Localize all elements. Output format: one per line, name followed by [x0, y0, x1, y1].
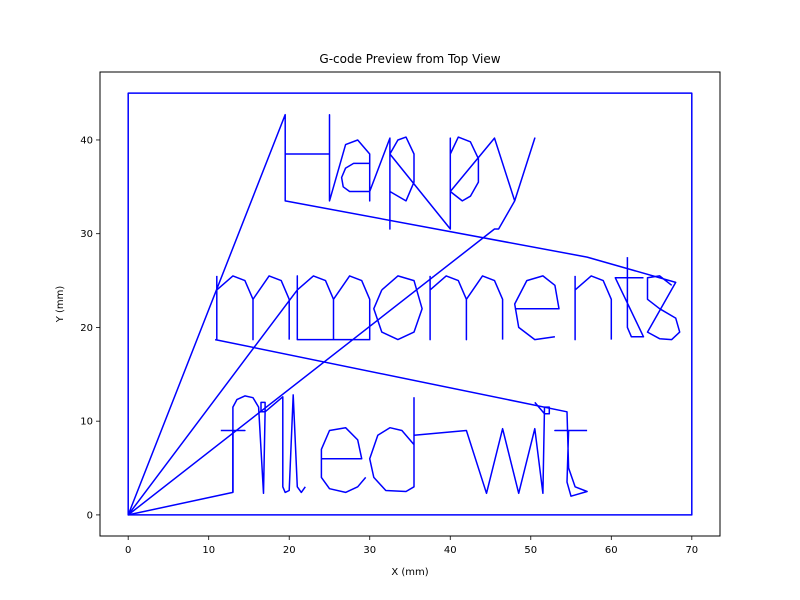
toolpath-segment-3: [429, 275, 504, 341]
toolpath-segment-12: [368, 396, 415, 493]
x-tick-label: 30: [363, 545, 376, 556]
x-axis-label: X (mm): [391, 567, 428, 578]
x-tick-label: 40: [444, 545, 457, 556]
x-axis: 0 10 20 30 40 50 60 70: [125, 536, 698, 556]
toolpath-segment-9: [232, 394, 306, 495]
toolpath-segment-2: [373, 275, 423, 341]
chart-title: G-code Preview from Top View: [319, 52, 500, 66]
x-tick-label: 50: [524, 545, 537, 556]
toolpath-segment-5: [574, 275, 613, 341]
toolpath-segment-1: [216, 275, 290, 341]
toolpath-segment-0: [127, 92, 693, 516]
y-tick-label: 30: [80, 229, 93, 240]
y-tick-label: 0: [87, 510, 93, 521]
x-tick-label: 70: [685, 545, 698, 556]
toolpath-segment-11: [320, 426, 367, 494]
toolpath-segment-7: [285, 200, 681, 341]
y-tick-label: 10: [80, 417, 93, 428]
plot-series: [127, 92, 693, 516]
y-axis-label: Y (mm): [55, 286, 66, 324]
toolpath-segment-6: [614, 257, 645, 338]
x-tick-label: 0: [125, 545, 131, 556]
x-tick-label: 10: [202, 545, 215, 556]
x-tick-label: 60: [605, 545, 618, 556]
y-tick-label: 40: [80, 135, 93, 146]
y-tick-label: 20: [80, 323, 93, 334]
toolpath-segment-4: [513, 275, 560, 341]
y-axis: 0 10 20 30 40: [80, 135, 100, 521]
toolpath-segment-8: [214, 338, 588, 497]
x-tick-label: 20: [283, 545, 296, 556]
plot-frame: [99, 71, 721, 537]
toolpath-segment-13: [413, 401, 551, 495]
toolpath-segment-10: [128, 429, 246, 516]
